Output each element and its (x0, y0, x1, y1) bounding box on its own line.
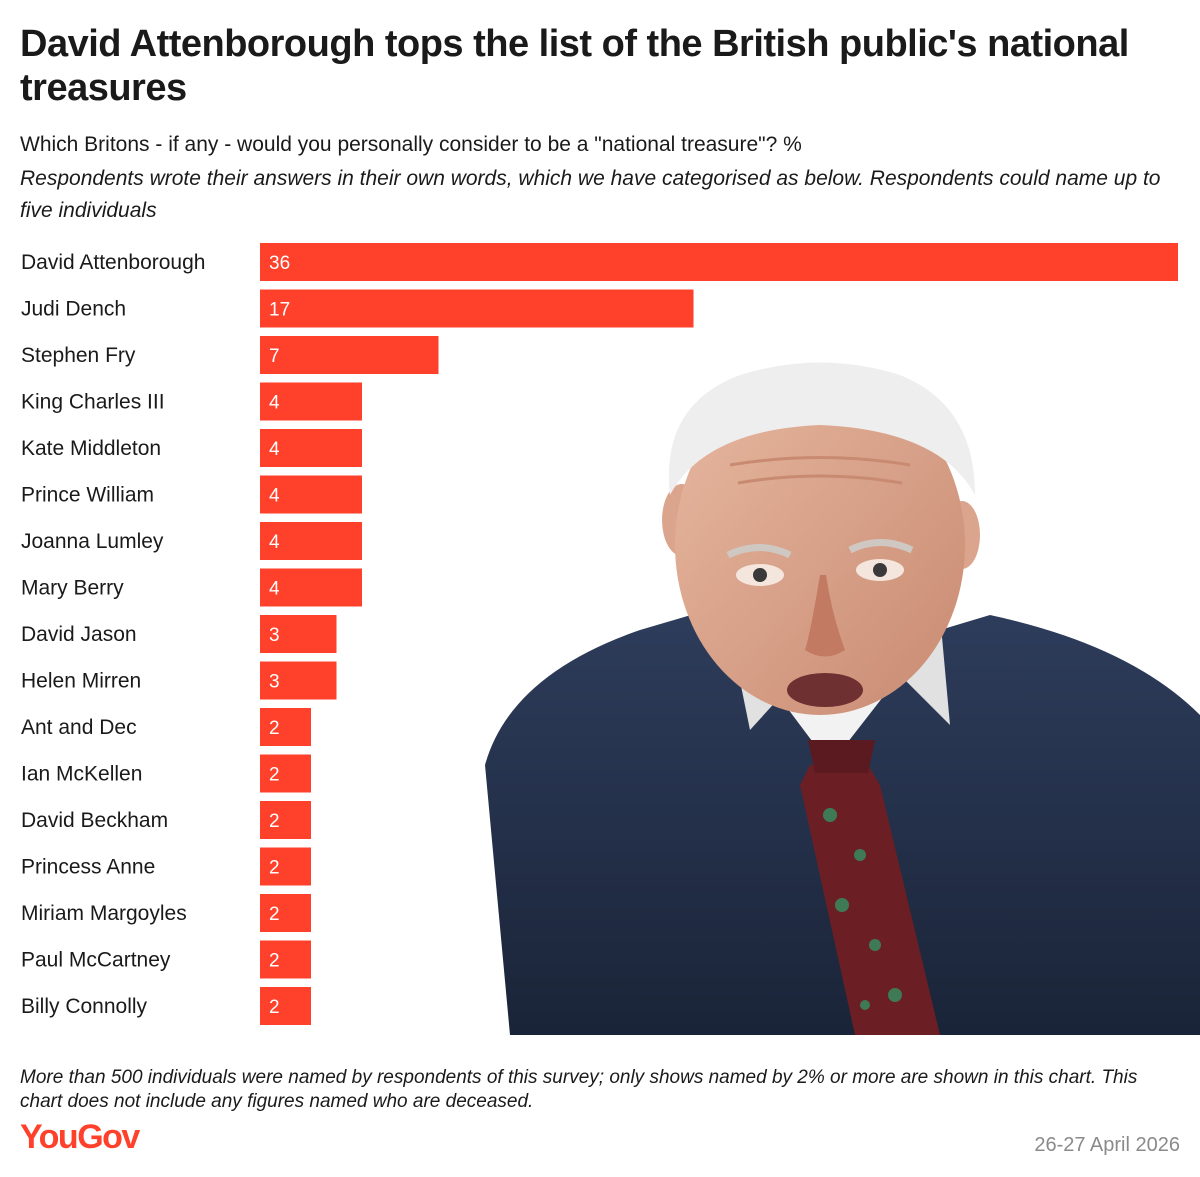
bar-kate-middleton (260, 429, 362, 467)
bar-judi-dench (260, 289, 694, 328)
chart-note: Respondents wrote their answers in their… (20, 167, 1161, 222)
category-label-judi-dench: Judi Dench (21, 298, 126, 321)
value-label-ant-and-dec: 2 (269, 718, 280, 739)
category-label-billy-connolly: Billy Connolly (21, 995, 148, 1018)
category-label-kate-middleton: Kate Middleton (21, 437, 161, 460)
category-label-prince-william: Prince William (21, 484, 154, 507)
value-label-joanna-lumley: 4 (269, 532, 280, 553)
value-label-david-attenborough: 36 (269, 253, 290, 274)
survey-date: 26-27 April 2026 (1034, 1134, 1180, 1156)
bar-david-attenborough (260, 243, 1178, 281)
category-label-david-beckham: David Beckham (21, 809, 168, 832)
bar-joanna-lumley (260, 522, 362, 560)
bar-prince-william (260, 475, 362, 514)
category-label-king-charles-iii: King Charles III (21, 391, 165, 414)
value-label-stephen-fry: 7 (269, 346, 280, 367)
bar-david-beckham (260, 801, 311, 839)
bar-paul-mccartney (260, 940, 311, 979)
bar-king-charles-iii (260, 382, 362, 421)
chart-subtitle: Which Britons - if any - would you perso… (20, 133, 802, 156)
chart-title: David Attenborough tops the list of the … (20, 23, 1129, 109)
footnote: More than 500 individuals were named by … (20, 1067, 1138, 1112)
value-label-kate-middleton: 4 (269, 439, 280, 460)
bar-princess-anne (260, 847, 311, 886)
value-label-ian-mckellen: 2 (269, 765, 280, 786)
bar-stephen-fry (260, 336, 439, 374)
bar-ian-mckellen (260, 754, 311, 793)
category-label-princess-anne: Princess Anne (21, 856, 155, 879)
category-label-miriam-margoyles: Miriam Margoyles (21, 902, 187, 925)
category-label-helen-mirren: Helen Mirren (21, 670, 141, 693)
value-label-helen-mirren: 3 (269, 672, 280, 693)
bar-chart: David Attenborough 36 Judi Dench 17 Stephen … (21, 243, 1178, 1025)
bar-helen-mirren (260, 661, 337, 700)
value-label-judi-dench: 17 (269, 300, 290, 321)
value-label-king-charles-iii: 4 (269, 393, 280, 414)
category-label-david-jason: David Jason (21, 623, 137, 646)
category-label-paul-mccartney: Paul McCartney (21, 949, 171, 972)
bar-mary-berry (260, 568, 362, 607)
bar-miriam-margoyles (260, 894, 311, 932)
value-label-david-jason: 3 (269, 625, 280, 646)
category-label-stephen-fry: Stephen Fry (21, 344, 136, 367)
bar-david-jason (260, 615, 337, 653)
category-label-ant-and-dec: Ant and Dec (21, 716, 137, 739)
value-label-mary-berry: 4 (269, 579, 280, 600)
category-label-joanna-lumley: Joanna Lumley (21, 530, 164, 553)
category-label-david-attenborough: David Attenborough (21, 251, 205, 274)
category-label-ian-mckellen: Ian McKellen (21, 763, 142, 786)
bar-billy-connolly (260, 987, 311, 1025)
bar-ant-and-dec (260, 708, 311, 746)
value-label-princess-anne: 2 (269, 858, 280, 879)
value-label-miriam-margoyles: 2 (269, 904, 280, 925)
yougov-logo[interactable]: YouGov (20, 1118, 140, 1156)
value-label-david-beckham: 2 (269, 811, 280, 832)
portrait-photo (485, 362, 1200, 1035)
value-label-billy-connolly: 2 (269, 997, 280, 1018)
category-label-mary-berry: Mary Berry (21, 577, 124, 600)
value-label-paul-mccartney: 2 (269, 951, 280, 972)
value-label-prince-william: 4 (269, 486, 280, 507)
